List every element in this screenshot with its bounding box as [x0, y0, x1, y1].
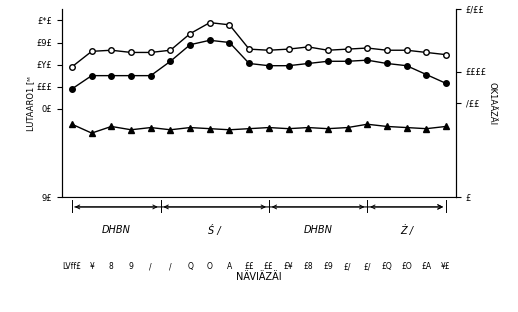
Text: Ś /: Ś /: [208, 225, 221, 236]
Text: Ż /: Ż /: [400, 225, 413, 236]
Y-axis label: LUTAARO1 [ᴹ: LUTAARO1 [ᴹ: [26, 76, 35, 131]
X-axis label: NÄVIÄZÄI: NÄVIÄZÄI: [236, 272, 282, 282]
Y-axis label: OK1AÄZÄI: OK1AÄZÄI: [488, 82, 497, 125]
Text: DHBN: DHBN: [102, 225, 131, 236]
Text: DHBN: DHBN: [304, 225, 333, 236]
